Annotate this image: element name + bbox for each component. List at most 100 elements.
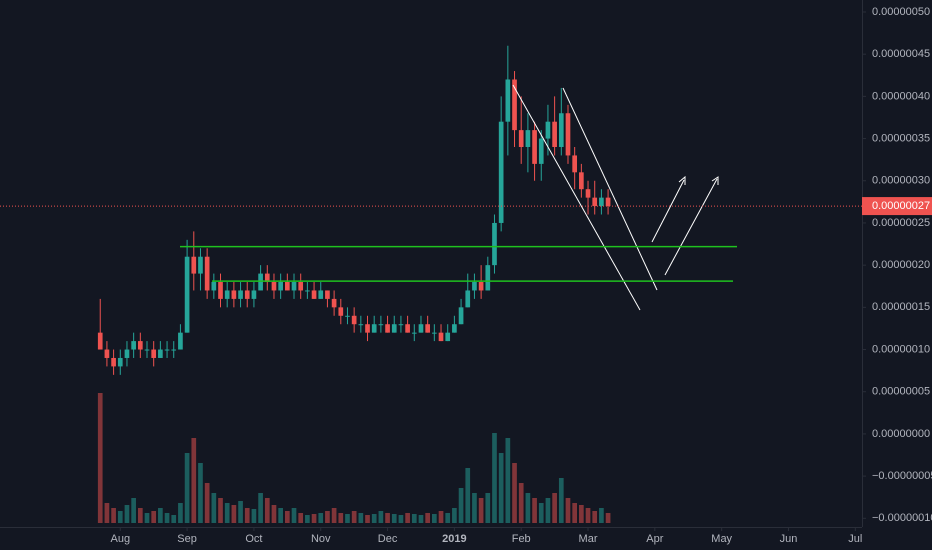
candle-body [271, 282, 277, 291]
candle-body [231, 290, 237, 299]
volume-bar [518, 483, 524, 523]
x-tick-label: May [711, 533, 732, 545]
volume-bar [144, 513, 150, 523]
volume-bar [244, 508, 250, 523]
volume-bar [485, 493, 491, 523]
volume-bar [131, 498, 136, 523]
candle-body [585, 189, 591, 198]
volume-bar [111, 508, 116, 523]
volume-bar [318, 513, 324, 523]
candle-body [579, 172, 584, 190]
candle-body [391, 324, 397, 333]
volume-bar [558, 478, 564, 523]
volume-bar [158, 508, 163, 523]
candle-body [311, 290, 317, 299]
candle-body [291, 282, 297, 291]
volume-bar [478, 498, 484, 523]
candle-body [485, 265, 491, 291]
volume-bar [505, 438, 511, 523]
volume-bar [565, 498, 571, 523]
volume-bar [452, 508, 457, 523]
candle-body [131, 341, 136, 350]
volume-bar [418, 515, 424, 523]
y-tick-label: 0.00000000 [872, 428, 930, 440]
candle-body [358, 324, 364, 326]
candle-body [398, 324, 404, 326]
y-tick-label: 0.00000020 [872, 259, 930, 271]
volume-bar [325, 511, 330, 523]
volume-bar [552, 493, 557, 523]
volume-bar [191, 438, 197, 523]
volume-bar [137, 508, 143, 523]
candle-body [305, 290, 310, 292]
volume-bar [258, 493, 263, 523]
volume-bar [538, 503, 544, 523]
candle-body [445, 332, 451, 342]
candle-body [438, 332, 444, 342]
volume-bar [545, 498, 551, 523]
volume-bar [385, 513, 390, 523]
candle-body [405, 324, 410, 333]
candle-body [298, 282, 304, 291]
volume-bar [331, 508, 337, 523]
candle-body [184, 256, 190, 333]
volume-bar [358, 513, 364, 523]
volume-bar [231, 505, 237, 523]
candle-body [111, 357, 116, 367]
volume-bar [411, 514, 417, 523]
candle-body [572, 155, 578, 173]
candle-body [104, 349, 110, 358]
y-tick-label: 0.00000025 [872, 217, 930, 229]
y-tick-label: −0.00000010 [872, 512, 932, 524]
volume-bar [164, 513, 170, 523]
volume-bar [178, 503, 183, 523]
candle-body [418, 324, 424, 333]
volume-bar [298, 513, 304, 523]
volume-bar [218, 498, 223, 523]
candle-body [151, 349, 157, 358]
volume-bar [405, 513, 410, 523]
volume-bar [311, 514, 317, 523]
arrow [664, 178, 718, 276]
volume-bar [391, 514, 397, 523]
volume-bar [432, 514, 437, 523]
volume-bar [458, 488, 464, 523]
candle-body [204, 256, 210, 291]
volume-bar [278, 508, 283, 523]
candle-body [284, 282, 290, 291]
candle-body [345, 315, 350, 317]
volume-bar [271, 505, 277, 523]
candle-body [117, 357, 123, 367]
candle-body [164, 349, 170, 351]
candle-body [432, 332, 437, 334]
y-tick-label: 0.00000050 [872, 6, 930, 18]
candle-body [505, 79, 511, 122]
candle-body [211, 282, 217, 291]
last-price-box [862, 197, 932, 216]
candle-body [278, 282, 283, 291]
candle-body [158, 349, 163, 358]
drawings [180, 84, 737, 311]
x-tick-label: Dec [378, 533, 398, 545]
volume-bar [198, 463, 203, 523]
x-tick-label: Oct [245, 533, 262, 545]
volume-bar [284, 511, 290, 523]
volume-bar [599, 508, 604, 523]
volume-bar [572, 503, 578, 523]
candle-body [325, 290, 330, 299]
volume-bar [498, 453, 504, 523]
last-price-label: 0.00000027 [872, 200, 930, 212]
candle-body [351, 315, 357, 325]
volume-bar [512, 463, 517, 523]
volume-bar [438, 511, 444, 523]
candle-body [552, 121, 557, 148]
candle-body [478, 282, 484, 291]
candle-body [518, 130, 524, 148]
candle-body [411, 332, 417, 334]
candle-body [592, 197, 598, 207]
volume-bar [579, 505, 584, 523]
candle-body [258, 273, 263, 291]
x-tick-label: Mar [579, 533, 598, 545]
candle-body [244, 290, 250, 299]
